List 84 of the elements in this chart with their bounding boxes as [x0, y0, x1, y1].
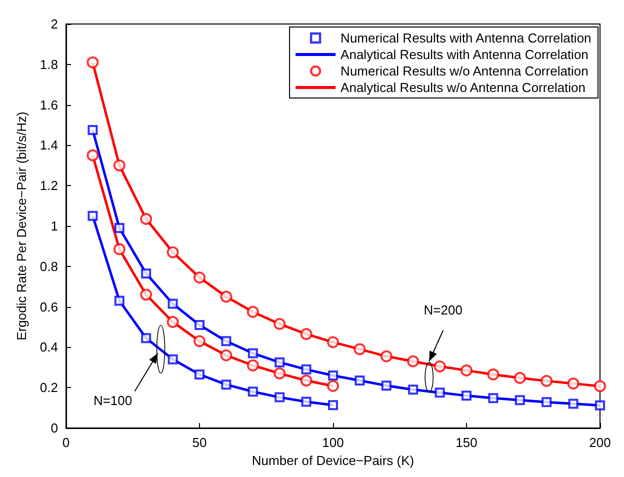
point: [460, 364, 472, 376]
point: [328, 370, 338, 380]
y-tick-label: 0.6: [40, 299, 58, 314]
point: [354, 376, 365, 386]
point: [220, 349, 232, 362]
point: [114, 223, 124, 234]
x-tick-label: 0: [62, 435, 70, 450]
point: [568, 398, 578, 409]
point: [354, 343, 366, 356]
point: [140, 288, 152, 301]
point: [567, 378, 580, 390]
point: [595, 400, 605, 410]
y-tick-label: 0.8: [40, 258, 58, 274]
y-tick-label: 1.2: [40, 178, 58, 194]
point: [540, 374, 553, 387]
x-tick-label: 200: [589, 435, 611, 450]
y-axis-title: Ergodic Rate Per Device−Pair (bit/s/Hz): [14, 112, 29, 340]
legend-label: Analytical Results w/o Antenna Correlation: [340, 80, 586, 95]
point: [488, 393, 498, 404]
point: [542, 397, 552, 408]
point: [141, 268, 152, 278]
annotation: N=200: [424, 302, 462, 318]
point: [246, 359, 259, 372]
point: [328, 400, 338, 410]
y-tick-label: 0.2: [40, 380, 58, 396]
x-tick-label: 150: [456, 435, 478, 450]
y-tick-label: 1: [50, 218, 58, 234]
point: [141, 333, 152, 344]
point: [194, 369, 204, 380]
point: [514, 372, 526, 384]
point: [166, 246, 179, 258]
point: [194, 320, 204, 330]
point: [168, 298, 178, 309]
y-tick-label: 1.8: [40, 56, 58, 72]
point: [327, 380, 339, 392]
point: [274, 392, 285, 402]
point: [221, 336, 232, 346]
point: [594, 380, 606, 392]
annotation: N=100: [93, 393, 132, 408]
point: [168, 354, 178, 364]
point: [274, 318, 286, 330]
point: [194, 335, 206, 348]
point: [248, 348, 258, 358]
point: [114, 296, 124, 306]
point: [514, 395, 525, 406]
point: [113, 243, 126, 256]
point: [380, 350, 392, 362]
x-axis-title: Number of Device−Pairs (K): [252, 452, 414, 468]
y-tick-label: 0: [50, 420, 58, 436]
y-tick-label: 1.4: [40, 138, 58, 153]
point: [434, 388, 445, 398]
point: [88, 210, 98, 221]
point: [113, 159, 126, 172]
point: [220, 290, 232, 303]
point: [166, 316, 179, 328]
point: [221, 380, 232, 390]
point: [194, 272, 206, 284]
x-tick-label: 100: [322, 435, 344, 450]
point: [88, 125, 98, 136]
point: [86, 149, 99, 162]
point: [274, 357, 285, 368]
y-tick-label: 1.6: [40, 97, 58, 112]
point: [246, 306, 259, 318]
point: [248, 386, 258, 397]
point: [300, 328, 312, 340]
x-tick-label: 50: [192, 435, 207, 450]
point: [300, 374, 312, 387]
legend-label: Numerical Results with Antenna Correlation: [340, 30, 592, 46]
point: [301, 396, 312, 407]
point: [407, 355, 420, 368]
point: [301, 364, 312, 374]
point: [381, 380, 392, 391]
point: [327, 336, 339, 348]
point: [462, 390, 472, 401]
point: [434, 360, 446, 372]
point: [86, 56, 99, 68]
point: [140, 212, 152, 225]
y-tick-label: 2: [50, 16, 58, 32]
legend-label: Numerical Results w/o Antenna Correlation: [340, 64, 588, 78]
point: [487, 368, 500, 380]
point: [274, 367, 286, 380]
point: [408, 384, 418, 395]
legend-label: Analytical Results with Antenna Correlation: [340, 47, 588, 62]
y-tick-label: 0.4: [40, 340, 58, 355]
